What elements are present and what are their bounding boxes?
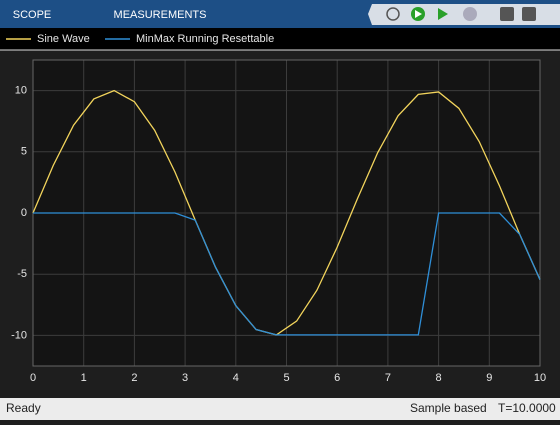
x-tick-label: 5 — [283, 372, 289, 384]
y-tick-label: 10 — [15, 85, 27, 97]
help-button[interactable] — [500, 7, 514, 21]
series-line — [32, 89, 541, 336]
x-tick-label: 0 — [30, 372, 36, 384]
status-time: T=10.0000 — [498, 401, 556, 415]
x-tick-label: 8 — [436, 372, 442, 384]
step-back-button[interactable] — [386, 7, 400, 21]
y-tick-label: 5 — [21, 146, 27, 158]
step-forward-button[interactable] — [438, 8, 448, 20]
y-tick-label: -5 — [17, 268, 27, 280]
x-tick-label: 3 — [182, 372, 188, 384]
y-tick-label: -10 — [11, 329, 27, 341]
tab[interactable]: MEASUREMENTS — [114, 9, 207, 21]
legend-label: Sine Wave — [37, 33, 90, 45]
x-tick-label: 10 — [534, 372, 546, 384]
status-state: Ready — [6, 401, 41, 415]
status-bar — [0, 398, 560, 420]
series-line — [33, 212, 541, 336]
x-tick-label: 7 — [385, 372, 391, 384]
x-tick-label: 2 — [131, 372, 137, 384]
settings-button[interactable] — [522, 7, 536, 21]
x-tick-label: 4 — [233, 372, 239, 384]
legend-label: MinMax Running Resettable — [136, 33, 274, 45]
run-icon — [415, 10, 422, 18]
status-mode: Sample based — [410, 401, 487, 415]
y-tick-label: 0 — [21, 207, 27, 219]
x-tick-label: 6 — [334, 372, 340, 384]
tab[interactable]: SCOPE — [13, 9, 52, 21]
x-tick-label: 1 — [81, 372, 87, 384]
stop-button[interactable] — [463, 7, 477, 21]
legend — [0, 28, 560, 50]
x-tick-label: 9 — [486, 372, 492, 384]
